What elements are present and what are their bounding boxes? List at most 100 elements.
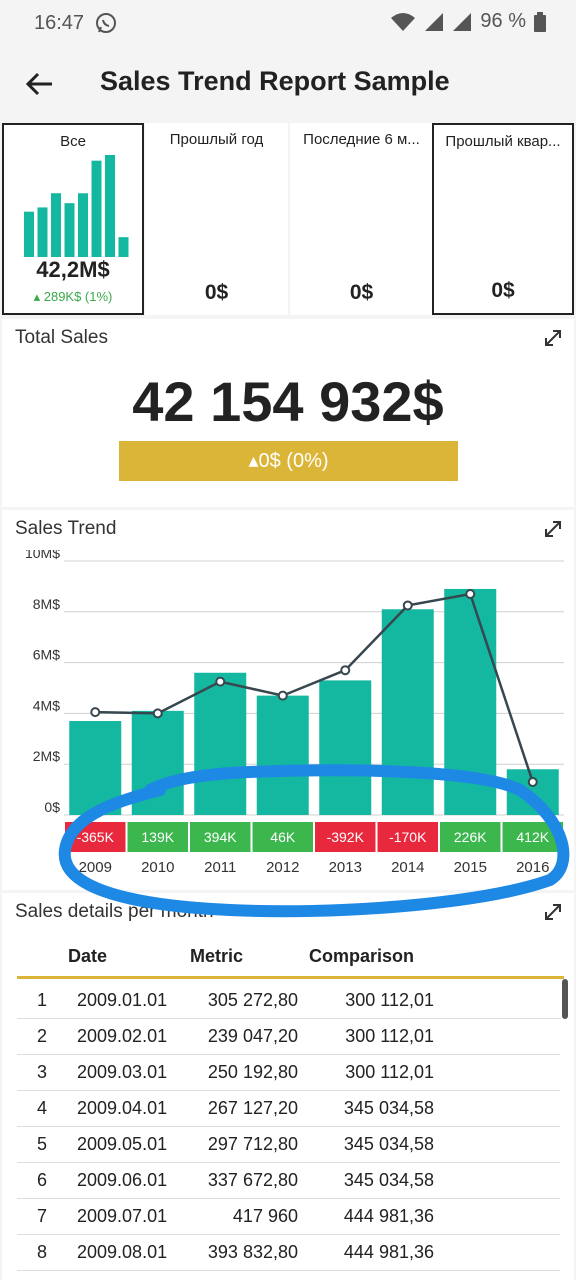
difference-label: -170K bbox=[389, 829, 427, 845]
cell-comparison: 444 981,36 bbox=[343, 1242, 434, 1262]
kpi-label: Прошлый год bbox=[169, 131, 264, 148]
cell-comparison: 345 034,58 bbox=[343, 1134, 434, 1154]
line-point[interactable] bbox=[402, 600, 413, 611]
column-header-metric[interactable]: Metric bbox=[190, 946, 244, 966]
line-point[interactable] bbox=[340, 665, 351, 676]
cell-date: 2009.02.01 bbox=[77, 1026, 168, 1046]
line-point[interactable] bbox=[527, 776, 538, 787]
table-row[interactable]: 3 2009.03.01 250 192,80 300 112,01 bbox=[17, 1054, 560, 1091]
kpi-value: 0$ bbox=[349, 281, 374, 304]
kpi-label: Последние 6 м... bbox=[303, 131, 420, 148]
row-index: 7 bbox=[37, 1206, 48, 1226]
wifi-icon bbox=[391, 12, 416, 31]
expand-icon[interactable] bbox=[544, 903, 562, 921]
cell-date: 2009.05.01 bbox=[77, 1134, 168, 1154]
bar[interactable] bbox=[194, 672, 247, 815]
card-title: Sales Trend bbox=[15, 518, 117, 539]
total-sales-value: 42 154 932$ bbox=[132, 370, 444, 433]
row-index: 5 bbox=[37, 1134, 48, 1154]
bar[interactable] bbox=[69, 721, 122, 815]
app-bar: Sales Trend Report Sample bbox=[0, 48, 576, 120]
expand-icon[interactable] bbox=[544, 329, 562, 347]
total-delta-text: 0$ (0%) bbox=[258, 450, 329, 472]
cell-date: 2009.06.01 bbox=[77, 1170, 168, 1190]
kpi-label: Прошлый квар... bbox=[445, 133, 561, 150]
kpi-delta-text: 289K$ (1%) bbox=[43, 289, 113, 304]
row-index: 6 bbox=[37, 1170, 48, 1190]
sparkline-chart bbox=[24, 155, 129, 257]
x-tick-label: 2016 bbox=[516, 859, 549, 876]
card-title: Sales details per month bbox=[15, 901, 214, 922]
scrollbar[interactable] bbox=[562, 979, 568, 1019]
sales-trend-card: Sales Trend 0$ 2M$ 4M$ 6M$ 8M$ 10M$ -365K 2009 1… bbox=[2, 510, 574, 890]
spark-bar bbox=[118, 237, 129, 257]
table-row[interactable]: 2 2009.02.01 239 047,20 300 112,01 bbox=[17, 1018, 560, 1055]
bar[interactable] bbox=[506, 769, 559, 815]
line-point[interactable] bbox=[277, 690, 288, 701]
cell-metric: 417 960 bbox=[232, 1206, 298, 1226]
line-point[interactable] bbox=[465, 589, 476, 600]
page-title: Sales Trend Report Sample bbox=[100, 66, 450, 96]
bar[interactable] bbox=[319, 680, 372, 815]
cell-comparison: 300 112,01 bbox=[345, 990, 434, 1010]
kpi-value: 0$ bbox=[491, 279, 515, 302]
total-sales-card: Total Sales 42 154 932$ ▴0$ (0%) bbox=[2, 319, 574, 507]
signal-icon-2 bbox=[453, 12, 472, 31]
cell-comparison: 300 112,01 bbox=[345, 1062, 434, 1082]
kpi-value: 0$ bbox=[204, 281, 229, 304]
kpi-last-quarter[interactable]: Прошлый квар... 0$ bbox=[432, 123, 574, 315]
signal-icon bbox=[425, 12, 444, 31]
kpi-strip: Все 42,2M$ ▴ 289K$ (1%) Прошлый год 0$ П… bbox=[2, 123, 574, 317]
cell-metric: 250 192,80 bbox=[207, 1062, 298, 1082]
status-bar: 16:47 96 % bbox=[0, 0, 576, 48]
cell-metric: 297 712,80 bbox=[207, 1134, 298, 1154]
card-title: Total Sales bbox=[15, 327, 108, 348]
table-row[interactable]: 7 2009.07.01 417 960 444 981,36 bbox=[17, 1198, 560, 1235]
comparison-line bbox=[95, 592, 534, 783]
spark-bar bbox=[105, 155, 115, 257]
back-arrow-icon[interactable] bbox=[22, 66, 58, 102]
line-point[interactable] bbox=[152, 708, 163, 719]
total-sales-delta: ▴0$ (0%) bbox=[119, 441, 458, 481]
bar[interactable] bbox=[381, 609, 434, 815]
battery-percent: 96 % bbox=[480, 10, 526, 32]
sales-trend-chart: 0$ 2M$ 4M$ 6M$ 8M$ 10M$ -365K 2009 139K 2010 394K 2… bbox=[25, 550, 564, 876]
cell-metric: 305 272,80 bbox=[207, 990, 298, 1010]
difference-label: 46K bbox=[270, 829, 296, 845]
cell-comparison: 345 034,58 bbox=[343, 1170, 434, 1190]
table-row[interactable]: 6 2009.06.01 337 672,80 345 034,58 bbox=[17, 1162, 560, 1199]
row-index: 2 bbox=[37, 1026, 48, 1046]
spark-bar bbox=[24, 211, 34, 257]
kpi-last-6-months[interactable]: Последние 6 м... 0$ bbox=[290, 123, 433, 315]
column-header-date[interactable]: Date bbox=[68, 946, 108, 966]
table-row[interactable]: 1 2009.01.01 305 272,80 300 112,01 bbox=[17, 982, 560, 1019]
difference-label: -365K bbox=[77, 829, 115, 845]
line-point[interactable] bbox=[215, 676, 226, 687]
y-tick-label: 10M$ bbox=[25, 550, 60, 561]
expand-icon[interactable] bbox=[544, 520, 562, 538]
row-index: 1 bbox=[37, 990, 48, 1010]
difference-label: 412K bbox=[516, 829, 549, 845]
x-tick-label: 2014 bbox=[391, 859, 424, 876]
difference-label: 226K bbox=[454, 829, 487, 845]
spark-bar bbox=[51, 193, 61, 257]
table-header: Date Metric Comparison bbox=[17, 938, 564, 979]
table-row[interactable]: 4 2009.04.01 267 127,20 345 034,58 bbox=[17, 1090, 560, 1127]
y-tick-label: 4M$ bbox=[33, 697, 60, 713]
x-tick-label: 2012 bbox=[266, 859, 299, 876]
cell-metric: 337 672,80 bbox=[207, 1170, 298, 1190]
bar[interactable] bbox=[444, 588, 497, 815]
table-row[interactable]: 5 2009.05.01 297 712,80 345 034,58 bbox=[17, 1126, 560, 1163]
table-row[interactable]: 8 2009.08.01 393 832,80 444 981,36 bbox=[17, 1234, 560, 1271]
y-tick-label: 2M$ bbox=[33, 748, 60, 764]
column-header-comparison[interactable]: Comparison bbox=[309, 946, 415, 966]
cell-date: 2009.04.01 bbox=[77, 1098, 168, 1118]
battery-icon bbox=[534, 11, 546, 32]
kpi-label: Все bbox=[60, 133, 86, 150]
line-point[interactable] bbox=[90, 707, 101, 718]
bar[interactable] bbox=[256, 695, 309, 815]
kpi-last-year[interactable]: Прошлый год 0$ bbox=[145, 123, 288, 315]
bar[interactable] bbox=[131, 710, 184, 815]
kpi-all[interactable]: Все 42,2M$ ▴ 289K$ (1%) bbox=[2, 123, 144, 315]
cell-date: 2009.08.01 bbox=[77, 1242, 168, 1262]
